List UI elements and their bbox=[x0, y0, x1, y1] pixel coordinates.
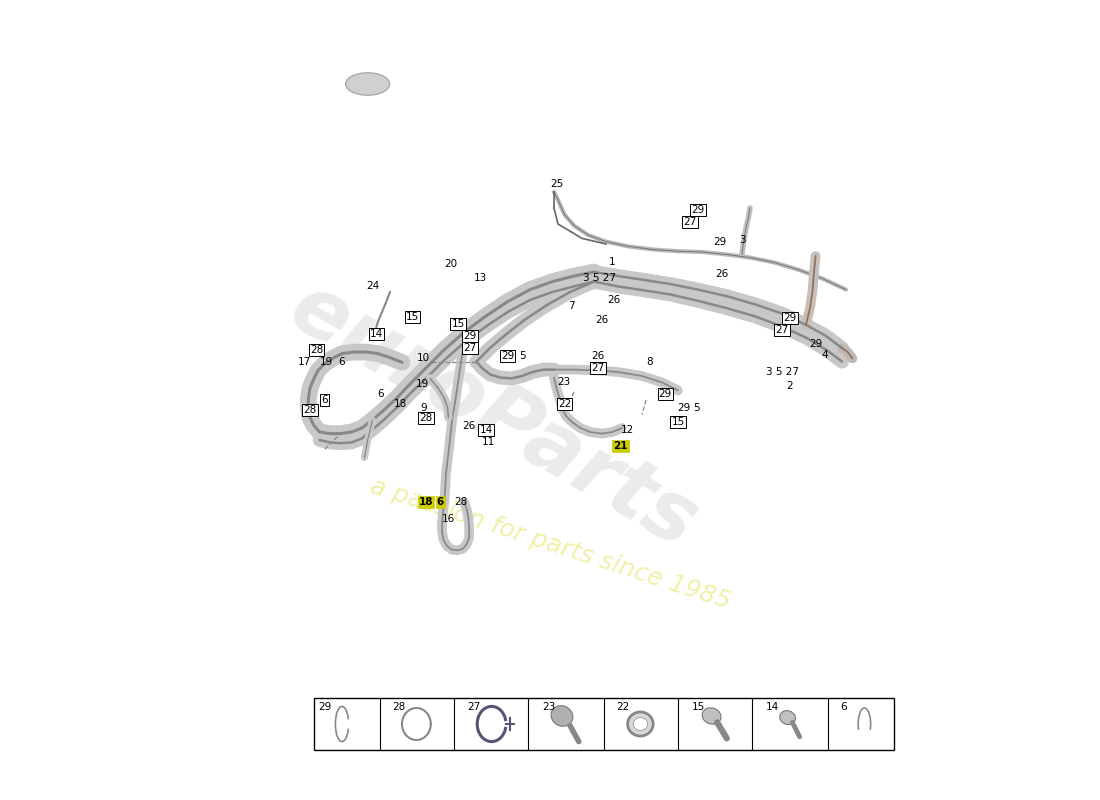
Text: 15: 15 bbox=[451, 319, 464, 329]
Text: 29: 29 bbox=[783, 313, 796, 322]
Text: 12: 12 bbox=[621, 425, 635, 434]
Text: 19: 19 bbox=[416, 379, 429, 389]
Text: 8: 8 bbox=[647, 357, 653, 366]
Text: 21: 21 bbox=[613, 441, 628, 450]
Text: 29: 29 bbox=[318, 702, 331, 712]
Text: 5: 5 bbox=[693, 403, 700, 413]
Ellipse shape bbox=[780, 710, 795, 725]
Text: 18: 18 bbox=[394, 399, 407, 409]
Text: 29: 29 bbox=[713, 238, 726, 247]
Text: 14: 14 bbox=[370, 330, 383, 339]
Text: 28: 28 bbox=[310, 345, 323, 354]
Ellipse shape bbox=[628, 712, 653, 736]
Text: 29: 29 bbox=[692, 205, 705, 214]
Text: 6: 6 bbox=[840, 702, 847, 712]
Text: 16: 16 bbox=[442, 514, 455, 524]
Text: 27: 27 bbox=[683, 218, 696, 227]
Ellipse shape bbox=[551, 706, 573, 726]
Text: 27: 27 bbox=[776, 325, 789, 334]
Ellipse shape bbox=[345, 73, 389, 95]
Text: 27: 27 bbox=[463, 343, 476, 353]
Text: 26: 26 bbox=[592, 351, 605, 361]
Text: 20: 20 bbox=[444, 259, 458, 269]
Text: 29: 29 bbox=[463, 331, 476, 341]
Text: 29: 29 bbox=[500, 351, 514, 361]
Text: 29: 29 bbox=[659, 390, 672, 399]
Text: 1: 1 bbox=[609, 258, 616, 267]
Text: 6: 6 bbox=[437, 497, 444, 506]
Text: 28: 28 bbox=[304, 406, 317, 415]
Text: 29: 29 bbox=[676, 403, 690, 413]
Text: 22: 22 bbox=[558, 399, 571, 409]
Text: 19: 19 bbox=[319, 357, 332, 366]
Text: euroParts: euroParts bbox=[276, 266, 712, 566]
Text: 28: 28 bbox=[454, 497, 467, 506]
Text: 9: 9 bbox=[420, 403, 427, 413]
Text: 15: 15 bbox=[671, 418, 684, 427]
Text: 26: 26 bbox=[595, 315, 608, 325]
Text: 13: 13 bbox=[474, 273, 487, 282]
Text: 14: 14 bbox=[766, 702, 779, 712]
Text: 29: 29 bbox=[808, 339, 822, 349]
Ellipse shape bbox=[702, 708, 721, 724]
Text: 28: 28 bbox=[393, 702, 406, 712]
Text: a passion for parts since 1985: a passion for parts since 1985 bbox=[366, 474, 734, 614]
Text: 22: 22 bbox=[616, 702, 629, 712]
Text: 6: 6 bbox=[321, 395, 328, 405]
Text: 4: 4 bbox=[821, 350, 827, 360]
Text: 27: 27 bbox=[468, 702, 481, 712]
Text: 10: 10 bbox=[417, 354, 430, 363]
Text: 15: 15 bbox=[406, 312, 419, 322]
Text: 23: 23 bbox=[557, 378, 570, 387]
Text: 28: 28 bbox=[419, 413, 432, 422]
Text: 26: 26 bbox=[462, 421, 475, 430]
Text: 3 5 27: 3 5 27 bbox=[583, 273, 616, 282]
Text: 2: 2 bbox=[786, 381, 793, 390]
Text: 3: 3 bbox=[739, 235, 746, 245]
Text: 11: 11 bbox=[482, 438, 495, 447]
Text: 15: 15 bbox=[692, 702, 705, 712]
Text: 17: 17 bbox=[298, 357, 311, 366]
Text: 18: 18 bbox=[419, 497, 433, 506]
Ellipse shape bbox=[634, 718, 648, 730]
Text: 6: 6 bbox=[339, 357, 345, 366]
Text: 3 5 27: 3 5 27 bbox=[766, 367, 799, 377]
Text: 27: 27 bbox=[592, 363, 605, 373]
Text: 14: 14 bbox=[480, 426, 493, 435]
Text: 5: 5 bbox=[519, 351, 526, 361]
Text: 7: 7 bbox=[569, 302, 575, 311]
Text: 25: 25 bbox=[550, 179, 563, 189]
Bar bbox=[314, 698, 894, 750]
Text: 6: 6 bbox=[377, 389, 384, 398]
Text: 26: 26 bbox=[607, 295, 620, 305]
Text: 26: 26 bbox=[715, 270, 728, 279]
Text: 23: 23 bbox=[542, 702, 556, 712]
Text: 24: 24 bbox=[366, 282, 379, 291]
